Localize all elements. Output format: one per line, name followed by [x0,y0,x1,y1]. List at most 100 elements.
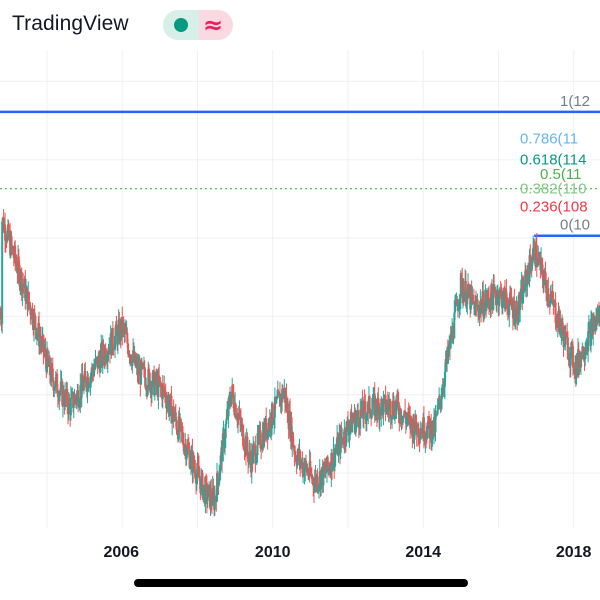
candle-body [501,302,504,309]
fib-level-label: 0.382(110 [520,181,586,198]
candle-body [93,367,96,370]
candle-body [14,245,17,261]
candle-body [127,343,130,355]
status-pill[interactable]: ≈ [163,10,233,40]
candle-body [508,303,511,316]
candle-body [193,466,196,470]
candle-body [549,296,552,304]
price-chart[interactable]: 1(12 0.786(11 0.618(1140.5(110.382(1100.23… [0,50,600,570]
candle-body [64,391,67,407]
candle-body [21,284,24,294]
candle-body [537,257,540,266]
candle-body [25,289,28,301]
home-indicator[interactable] [134,579,468,587]
candle-body [402,415,405,417]
candle-body [256,433,259,455]
candle-body [69,397,72,416]
candle-body [310,473,313,480]
candle-body [56,373,59,394]
candle-body [441,388,444,397]
candle-body [58,393,61,401]
candle-body [186,445,189,455]
candle-body [441,396,444,399]
candle-body [316,476,319,490]
app-header: TradingView ≈ [0,0,600,50]
candle-body [153,382,156,396]
candle-body [235,418,238,420]
candle-body [87,385,90,389]
candle-body [386,402,389,407]
candle-body [11,246,14,248]
candle-body [68,398,71,404]
candle-body [15,263,18,272]
candle-body [87,377,90,389]
candle-body [318,484,321,488]
candle-body [255,461,258,464]
candle-body [467,284,470,297]
candle-body [417,423,420,438]
candle-body [147,368,150,390]
candle-body [59,381,62,391]
candle-body [375,399,378,412]
candle-body [212,487,215,494]
candle-body [52,380,55,391]
candle-body [188,449,191,468]
candle-body [407,412,410,420]
candle-body [518,295,521,311]
candle-body [232,394,235,409]
candle-body [458,305,461,307]
candle-body [524,270,527,273]
candle-body [427,415,430,424]
candle-body [465,304,468,307]
candle-body [598,306,600,318]
candle-body [453,312,456,338]
x-axis: 2006 2010 2014 2018 [103,544,591,561]
candle-body [2,217,5,231]
candle-body [210,490,213,502]
candle-body [163,385,166,393]
candle-body [189,463,192,468]
candle-body [519,302,522,311]
candle-body [239,412,242,420]
candle-body [4,224,7,241]
candle-body [72,391,75,408]
candle-body [457,305,460,311]
candle-body [312,477,315,486]
candle-body [341,437,344,443]
candle-body [389,401,392,419]
candle-body [543,278,546,286]
candle-body [499,289,502,291]
candle-body [77,405,80,407]
compare-toggle[interactable]: ≈ [199,10,233,40]
candle-body [531,260,534,265]
x-tick-label: 2006 [103,544,139,561]
candle-body [276,391,279,399]
candle-body [31,308,34,325]
candle-body [456,298,459,305]
app-logo-text[interactable]: TradingView [12,12,129,35]
candle-body [368,396,371,414]
candle-body [204,480,207,505]
candle-body [357,417,360,428]
candle-body [17,256,20,265]
candle-body [305,465,308,473]
candle-body [522,282,525,292]
candle-body [38,322,41,347]
candle-body [200,476,203,493]
candle-body [173,417,176,422]
candle-body [98,355,101,361]
candle-body [195,473,198,484]
candle-body [405,419,408,424]
candle-body [176,430,179,432]
candle-body [325,472,328,474]
candle-body [320,473,323,490]
candle-body [344,429,347,442]
candle-body [523,291,526,293]
x-tick-label: 2014 [405,544,441,561]
fib-level-label: 0.786(11 [520,131,578,148]
candle-body [211,487,214,505]
candle-body [181,431,184,433]
candle-body [530,264,533,272]
status-toggle[interactable] [163,10,199,40]
candle-body [34,315,37,328]
